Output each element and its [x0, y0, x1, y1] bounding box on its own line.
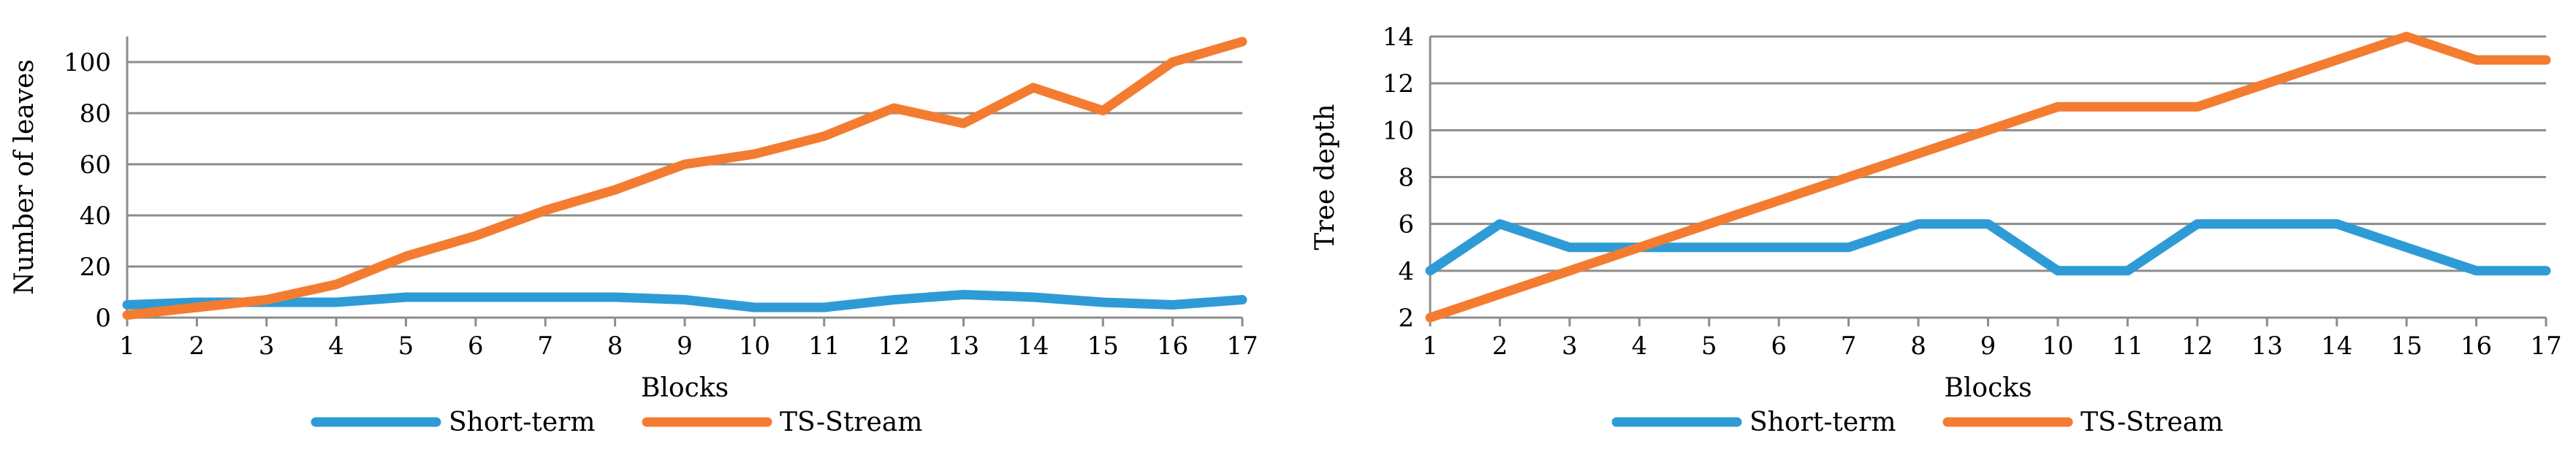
x-tick-label: 10 [2042, 331, 2073, 361]
legend-label: Short-term [449, 407, 595, 437]
x-tick-label: 15 [2390, 331, 2422, 361]
x-tick-label: 7 [537, 331, 553, 361]
x-tick-label: 14 [2321, 331, 2352, 361]
x-tick-label: 8 [607, 331, 623, 361]
x-tick-label: 3 [1562, 331, 1578, 361]
x-tick-label: 4 [328, 331, 344, 361]
x-tick-label: 16 [2461, 331, 2492, 361]
y-tick-label: 2 [1398, 304, 1414, 333]
x-tick-label: 10 [739, 331, 770, 361]
y-tick-label: 14 [1383, 23, 1414, 52]
x-tick-label: 15 [1087, 331, 1119, 361]
x-tick-label: 17 [2530, 331, 2561, 361]
x-tick-label: 6 [1771, 331, 1787, 361]
x-tick-label: 11 [2112, 331, 2143, 361]
x-tick-label: 16 [1157, 331, 1188, 361]
x-tick-label: 5 [1701, 331, 1717, 361]
legend-label: Short-term [1749, 407, 1896, 437]
x-tick-label: 11 [808, 331, 840, 361]
x-tick-label: 1 [119, 331, 135, 361]
x-tick-label: 13 [2252, 331, 2283, 361]
series-line-ts-stream [122, 37, 1247, 320]
x-tick-label: 5 [398, 331, 414, 361]
x-tick-label: 13 [948, 331, 979, 361]
x-axis-title: Blocks [641, 373, 729, 403]
series-line-short-term [122, 290, 1247, 313]
x-tick-label: 3 [259, 331, 275, 361]
y-tick-label: 10 [1383, 116, 1414, 145]
y-tick-label: 60 [80, 150, 111, 180]
y-tick-label: 6 [1398, 210, 1414, 239]
y-tick-label: 12 [1383, 69, 1414, 99]
x-tick-label: 7 [1841, 331, 1857, 361]
y-axis-title: Number of leaves [10, 59, 39, 295]
series-line-short-term [1425, 219, 2551, 276]
x-tick-label: 6 [468, 331, 484, 361]
x-tick-label: 9 [677, 331, 693, 361]
x-tick-label: 8 [1910, 331, 1926, 361]
y-tick-label: 20 [80, 253, 111, 282]
x-tick-label: 1 [1422, 331, 1438, 361]
x-tick-label: 12 [878, 331, 909, 361]
series-line-ts-stream [1425, 31, 2551, 323]
legend-label: TS-Stream [780, 407, 922, 437]
x-tick-label: 14 [1017, 331, 1049, 361]
y-tick-label: 4 [1398, 257, 1414, 286]
x-tick-label: 4 [1631, 331, 1647, 361]
chart-2: 1 2 3 4 5 6 7 8 9 10 11 12 13 14 15 16 172468101214Block… [1310, 23, 2562, 437]
chart-1: 1 2 3 4 5 6 7 8 9 10 11 12 13 14 15 16 17020406080100Blo… [10, 37, 1258, 437]
x-tick-label: 2 [1492, 331, 1508, 361]
legend-label: TS-Stream [2081, 407, 2223, 437]
x-tick-label: 12 [2181, 331, 2213, 361]
y-tick-label: 0 [95, 304, 111, 333]
x-tick-label: 2 [189, 331, 205, 361]
x-tick-label: 17 [1226, 331, 1258, 361]
x-tick-label: 9 [1980, 331, 1996, 361]
y-tick-label: 40 [80, 202, 111, 231]
y-tick-label: 8 [1398, 164, 1414, 193]
y-axis-title: Tree depth [1310, 104, 1340, 250]
x-axis-title: Blocks [1944, 373, 2032, 403]
y-tick-label: 80 [80, 99, 111, 129]
y-tick-label: 100 [64, 48, 111, 77]
